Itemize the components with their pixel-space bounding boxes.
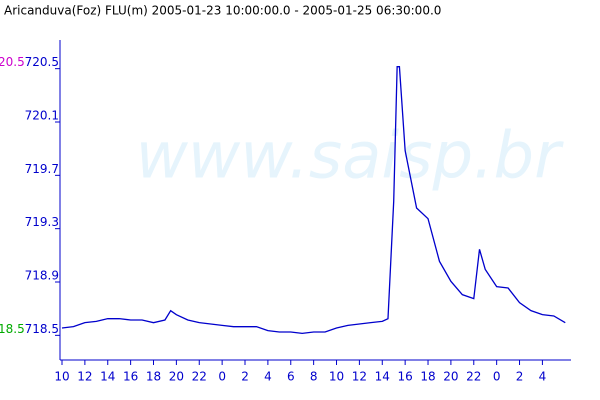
x-tick-label: 12 — [352, 370, 367, 384]
x-tick-label: 4 — [539, 370, 547, 384]
x-tick-label: 2 — [516, 370, 524, 384]
y-tick-label: 719.7 — [25, 162, 59, 176]
y2-tick-label: 20.5 — [0, 55, 25, 69]
y-tick-label: 720.5 — [25, 55, 59, 69]
x-tick-label: 18 — [420, 370, 435, 384]
series-line — [61, 66, 566, 334]
x-tick-label: 10 — [329, 370, 344, 384]
x-tick-label: 10 — [54, 370, 69, 384]
x-tick-label: 14 — [375, 370, 390, 384]
y-tick-label: 719.3 — [25, 215, 59, 229]
watermark: www.saisp.br — [136, 120, 565, 194]
x-tick-label: 14 — [100, 370, 115, 384]
x-tick-label: 22 — [466, 370, 481, 384]
y-tick-label: 718.5 — [25, 322, 59, 336]
y-tick-label: 718.9 — [25, 269, 59, 283]
x-tick-label: 16 — [398, 370, 413, 384]
x-tick-label: 12 — [77, 370, 92, 384]
y-tick-label: 720.1 — [25, 109, 59, 123]
x-tick-label: 0 — [218, 370, 226, 384]
x-tick-label: 6 — [287, 370, 295, 384]
x-tick-label: 20 — [443, 370, 458, 384]
chart-title: Aricanduva(Foz) FLU(m) 2005-01-23 10:00:… — [4, 4, 441, 18]
x-tick-label: 2 — [241, 370, 249, 384]
x-tick-label: 18 — [146, 370, 161, 384]
x-tick-label: 0 — [493, 370, 501, 384]
x-tick-label: 22 — [192, 370, 207, 384]
x-tick-label: 16 — [123, 370, 138, 384]
y2-tick-label: 18.5 — [0, 322, 25, 336]
x-tick-label: 8 — [310, 370, 318, 384]
x-tick-label: 4 — [264, 370, 272, 384]
x-tick-label: 20 — [169, 370, 184, 384]
